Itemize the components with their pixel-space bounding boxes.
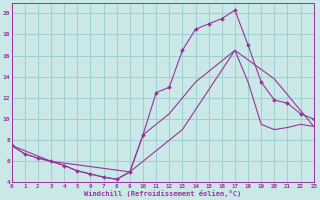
X-axis label: Windchill (Refroidissement éolien,°C): Windchill (Refroidissement éolien,°C) [84, 190, 241, 197]
